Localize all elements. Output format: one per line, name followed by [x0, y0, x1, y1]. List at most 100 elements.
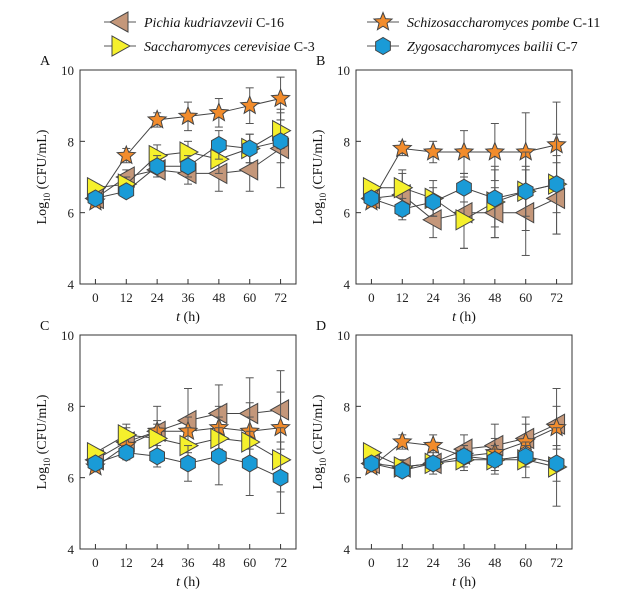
data-point-hexagon: [548, 175, 565, 194]
legend-label: Schizosaccharomyces pombe C-11: [407, 16, 600, 31]
legend-entry: Saccharomyces cerevisiae C-3: [104, 35, 315, 57]
x-tick-label: 48: [488, 555, 501, 570]
x-axis-label: t (h): [176, 310, 200, 325]
y-axis-subscript: 10: [42, 457, 52, 467]
data-point-hexagon: [118, 443, 135, 462]
x-tick-label: 12: [120, 290, 133, 305]
legend-species: Saccharomyces cerevisiae: [144, 40, 290, 55]
data-point-star: [270, 87, 291, 108]
data-point-hexagon: [548, 454, 565, 473]
panel-letter: C: [40, 319, 49, 334]
data-point-hexagon: [149, 157, 165, 176]
data-point-hexagon: [394, 461, 411, 480]
x-axis-unit: (h): [456, 575, 476, 590]
y-tick-label: 6: [344, 471, 351, 486]
data-point-hexagon: [87, 454, 104, 473]
data-point-hexagon: [517, 182, 534, 201]
series-hexagon: [87, 119, 289, 208]
y-axis-subscript: 10: [318, 457, 328, 467]
data-point-star: [146, 109, 168, 129]
x-axis-variable: t: [176, 310, 181, 325]
data-point-hexagon: [394, 200, 411, 219]
data-point-hexagon: [149, 447, 165, 466]
y-axis-label: Log10 (CFU/mL): [311, 394, 328, 489]
data-point-star: [391, 137, 413, 158]
legend-strain: C-11: [569, 16, 600, 31]
data-point-triangle-right: [272, 448, 292, 471]
x-tick-label: 72: [274, 290, 287, 305]
data-point-triangle-left: [514, 201, 535, 224]
data-point-hexagon: [272, 468, 289, 487]
x-axis-label: t (h): [452, 575, 476, 590]
y-tick-label: 4: [68, 277, 75, 292]
y-tick-label: 6: [344, 206, 351, 221]
data-point-hexagon: [180, 454, 196, 473]
x-axis-variable: t: [452, 575, 457, 590]
series-triangle-left: [360, 162, 566, 256]
data-point-hexagon: [363, 189, 380, 208]
y-tick-label: 8: [68, 134, 75, 149]
legend-label: Zygosaccharomyces bailii C-7: [407, 40, 578, 55]
x-tick-label: 24: [151, 290, 165, 305]
y-tick-label: 8: [68, 399, 75, 414]
x-tick-label: 60: [519, 290, 532, 305]
y-tick-label: 10: [61, 328, 74, 343]
data-point-triangle-left: [207, 402, 228, 425]
data-point-hexagon: [517, 447, 534, 466]
y-tick-label: 4: [344, 277, 351, 292]
data-point-star: [391, 431, 413, 451]
data-point-hexagon: [241, 139, 258, 158]
x-tick-label: 12: [396, 555, 409, 570]
data-point-hexagon: [272, 132, 289, 151]
x-tick-label: 48: [212, 290, 225, 305]
data-point-hexagon: [118, 182, 135, 201]
y-tick-label: 8: [344, 134, 351, 149]
x-tick-label: 12: [396, 290, 409, 305]
x-tick-label: 60: [243, 555, 256, 570]
x-tick-label: 24: [427, 555, 441, 570]
x-tick-label: 12: [120, 555, 133, 570]
y-tick-label: 8: [344, 399, 351, 414]
y-axis-label: Log10 (CFU/mL): [35, 129, 52, 224]
legend-species: Pichia kudriavzevii: [143, 16, 253, 31]
data-point-triangle-right: [117, 424, 138, 446]
y-axis-unit: (CFU/mL): [35, 394, 50, 458]
data-point-star: [453, 141, 475, 161]
data-point-triangle-right: [210, 427, 230, 450]
data-point-star: [422, 141, 444, 161]
legend-strain: C-7: [553, 40, 578, 55]
data-point-hexagon: [211, 135, 227, 154]
x-tick-label: 0: [368, 290, 375, 305]
data-point-triangle-left: [545, 187, 566, 210]
legend-species: Zygosaccharomyces bailii: [407, 40, 553, 55]
x-tick-label: 0: [92, 290, 99, 305]
data-point-triangle-right: [148, 427, 169, 450]
x-axis-variable: t: [452, 310, 457, 325]
y-axis-log: Log: [311, 202, 326, 225]
legend-label: Pichia kudriavzevii C-16: [143, 16, 284, 31]
y-tick-label: 6: [68, 206, 75, 221]
data-point-triangle-left: [238, 159, 259, 181]
data-point-hexagon: [241, 454, 258, 473]
x-tick-label: 72: [550, 290, 563, 305]
legend-marker-star: [372, 11, 394, 31]
y-axis-log: Log: [311, 467, 326, 490]
y-axis-unit: (CFU/mL): [35, 129, 50, 193]
legend-entry: Schizosaccharomyces pombe C-11: [367, 11, 600, 31]
data-point-hexagon: [456, 178, 472, 197]
data-point-triangle-left: [238, 402, 259, 425]
legend-marker-triangle-left: [108, 11, 129, 33]
y-axis-subscript: 10: [42, 192, 52, 202]
x-tick-label: 48: [212, 555, 225, 570]
legend-marker-hexagon: [375, 36, 391, 56]
panel-letter: A: [40, 54, 51, 69]
x-tick-label: 36: [182, 555, 196, 570]
y-axis-subscript: 10: [318, 192, 328, 202]
data-point-hexagon: [211, 447, 227, 466]
x-tick-label: 24: [151, 555, 165, 570]
data-point-triangle-right: [455, 208, 476, 231]
y-axis-log: Log: [35, 467, 50, 490]
data-point-hexagon: [363, 454, 380, 473]
